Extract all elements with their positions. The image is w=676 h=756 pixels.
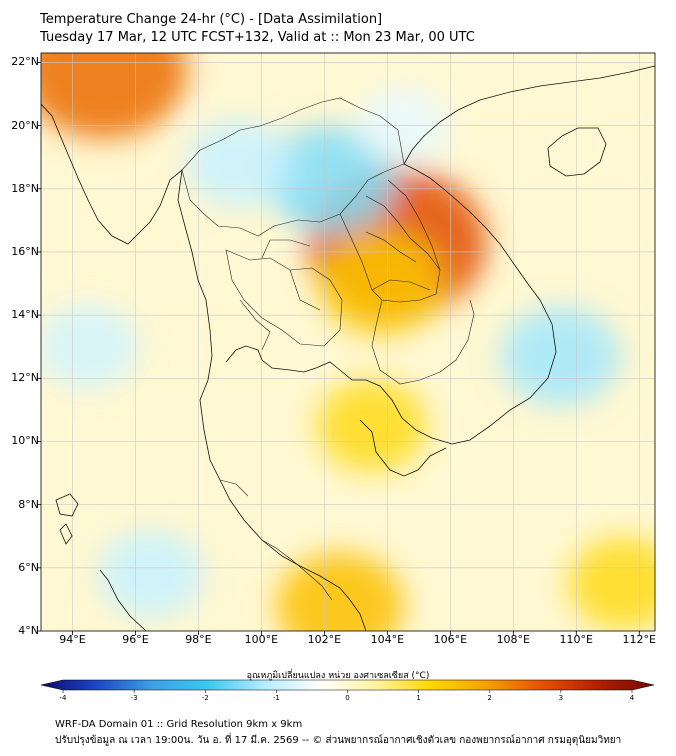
- lon-label: 106°E: [433, 633, 468, 646]
- colorbar-tick-label: 2: [487, 694, 492, 702]
- island-nicobar: [59, 523, 73, 545]
- border-laos-south: [339, 179, 441, 303]
- lon-label: 98°E: [185, 633, 212, 646]
- colorbar-tick-label: -1: [272, 694, 280, 702]
- cold-anomaly-vietnam-coast: [501, 306, 621, 406]
- colorbar-tick-label: -4: [59, 694, 67, 702]
- colorbar-tick-label: -2: [201, 694, 209, 702]
- border-cambodia: [371, 299, 475, 385]
- coast-west-peninsula: [41, 103, 367, 631]
- coast-gulf-thailand: [225, 163, 557, 445]
- warm-anomaly-northeast-thailand: [319, 232, 443, 335]
- map-title: Temperature Change 24-hr (°C) - [Data As…: [40, 12, 383, 27]
- cold-anomaly-north-laos: [266, 126, 395, 233]
- coast-sumatra: [99, 569, 147, 631]
- temperature-field: [41, 53, 655, 631]
- lon-label: 112°E: [622, 633, 656, 646]
- coast-mekong: [359, 419, 447, 477]
- colorbar-tick-label: -3: [130, 694, 138, 702]
- lat-label: 20°N: [11, 118, 39, 132]
- coast-gulf-tonkin: [403, 65, 655, 165]
- province-northeast: [365, 195, 441, 291]
- cold-anomaly-andaman: [41, 304, 140, 390]
- hainan-island: [547, 127, 607, 177]
- graticule: [41, 53, 655, 631]
- border-north: [181, 97, 405, 171]
- lon-label: 110°E: [559, 633, 593, 646]
- lat-label: 16°N: [11, 244, 39, 258]
- lat-label: 12°N: [11, 371, 39, 385]
- colorbar-title: อุณหภูมิเปลี่ยนแปลง หน่วย องศาเซลเซียส (…: [246, 671, 430, 681]
- axis-ticks: [37, 62, 640, 635]
- lat-label: 8°N: [18, 497, 39, 511]
- map-subtitle: Tuesday 17 Mar, 12 UTC FCST+132, Valid a…: [40, 30, 475, 45]
- plot-frame: [40, 52, 656, 632]
- lon-label: 108°E: [496, 633, 531, 646]
- colorbar-tick-label: 4: [629, 694, 635, 702]
- border-malaysia: [219, 479, 333, 601]
- lat-label: 22°N: [11, 55, 39, 69]
- lat-label: 14°N: [11, 308, 39, 322]
- border-thai-laos: [181, 163, 405, 237]
- lon-label: 96°E: [122, 633, 149, 646]
- province-lines: [239, 239, 321, 351]
- warm-anomaly-gulf-thailand: [316, 379, 427, 472]
- lat-label: 18°N: [11, 181, 39, 195]
- lon-label: 104°E: [370, 633, 405, 646]
- lon-label: 102°E: [307, 633, 342, 646]
- cold-anomaly-gulf-bengal-south: [98, 529, 205, 619]
- warm-anomaly-myanmar-north: [41, 53, 188, 139]
- lat-label: 4°N: [18, 624, 39, 637]
- lat-label: 10°N: [11, 434, 39, 448]
- cold-anomaly-myanmar: [186, 119, 293, 208]
- colorbar: [40, 679, 655, 693]
- province-central: [225, 249, 343, 347]
- colorbar-tick-label: 3: [558, 694, 564, 702]
- colorbar-tick-label: 1: [416, 694, 421, 702]
- colorbar-tick-label: 0: [345, 694, 350, 702]
- lon-label: 94°E: [59, 633, 86, 646]
- warm-anomaly-malaysia-south: [276, 552, 404, 631]
- island-andaman: [55, 493, 79, 517]
- lat-label: 6°N: [18, 560, 39, 574]
- footer-credit: ปรับปรุงข้อมูล ณ เวลา 19:00น. วัน อ. ที่…: [55, 735, 622, 746]
- coastlines: [41, 65, 655, 631]
- warm-anomaly-south-china-sea: [568, 537, 655, 630]
- admin-borders: [181, 97, 475, 601]
- lon-label: 100°E: [244, 633, 279, 646]
- footer-domain-info: WRF-DA Domain 01 :: Grid Resolution 9km …: [55, 719, 303, 730]
